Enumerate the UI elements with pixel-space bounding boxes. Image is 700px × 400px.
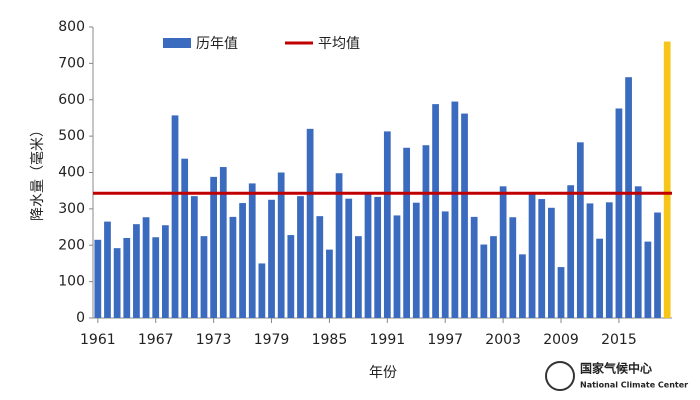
bar xyxy=(142,217,150,318)
legend-swatch xyxy=(163,38,191,48)
y-tick-label: 300 xyxy=(58,201,85,217)
bar xyxy=(567,185,575,318)
x-tick-label: 1967 xyxy=(138,332,174,348)
bar xyxy=(480,244,488,318)
bar xyxy=(239,203,246,318)
bar xyxy=(161,225,169,318)
bar xyxy=(133,224,140,318)
bar xyxy=(345,198,353,318)
bar xyxy=(123,237,131,318)
bar xyxy=(393,215,401,318)
bar xyxy=(268,199,275,318)
bar xyxy=(190,196,198,318)
bar xyxy=(287,235,295,318)
bar xyxy=(113,248,121,318)
bar xyxy=(451,101,459,318)
bar xyxy=(470,216,478,318)
bar xyxy=(326,249,333,318)
x-tick-label: 1991 xyxy=(370,332,406,348)
bar xyxy=(219,167,227,318)
bar xyxy=(441,211,449,318)
bar xyxy=(412,202,420,318)
bar xyxy=(316,216,324,318)
bar xyxy=(306,128,314,318)
y-tick-label: 700 xyxy=(58,55,85,71)
bar xyxy=(538,199,546,318)
bar xyxy=(663,41,671,319)
y-tick-label: 600 xyxy=(58,92,85,108)
y-axis-title: 降水量（毫米） xyxy=(29,123,46,221)
bar xyxy=(596,238,604,318)
bar xyxy=(557,267,565,318)
legend-label: 平均值 xyxy=(318,36,360,52)
bar xyxy=(654,212,661,318)
bar xyxy=(383,131,391,318)
x-tick-label: 1961 xyxy=(80,332,116,348)
logo-en: National Climate Center xyxy=(580,381,688,390)
bar xyxy=(586,203,594,318)
bar xyxy=(181,158,189,318)
bar xyxy=(364,194,372,318)
bar xyxy=(229,216,237,318)
bar xyxy=(171,115,179,318)
bar xyxy=(605,202,613,318)
bar xyxy=(248,183,256,318)
x-tick-label: 2009 xyxy=(543,332,579,348)
bar xyxy=(432,104,439,319)
bar xyxy=(625,77,632,318)
bar xyxy=(152,237,160,318)
bar xyxy=(519,254,526,318)
y-tick-label: 500 xyxy=(58,128,85,144)
bar xyxy=(615,108,623,318)
bar xyxy=(509,217,517,318)
bar xyxy=(297,196,304,318)
bar xyxy=(461,113,468,318)
bar xyxy=(277,172,285,318)
bar xyxy=(403,147,411,318)
y-tick-label: 800 xyxy=(58,19,85,35)
x-axis-title: 年份 xyxy=(369,365,397,381)
logo-cn: 国家气候中心 xyxy=(580,361,652,376)
y-tick-label: 200 xyxy=(58,237,85,253)
x-tick-label: 1973 xyxy=(196,332,232,348)
bar xyxy=(354,236,362,318)
logo-icon xyxy=(545,361,575,391)
bar xyxy=(490,236,497,318)
bar xyxy=(576,142,584,318)
legend-label: 历年值 xyxy=(196,36,238,52)
y-tick-label: 400 xyxy=(58,165,85,181)
y-tick-label: 100 xyxy=(58,274,85,290)
bar xyxy=(335,173,343,318)
x-tick-label: 1985 xyxy=(312,332,348,348)
bar xyxy=(547,207,555,318)
bar xyxy=(374,196,382,318)
x-tick-label: 1997 xyxy=(427,332,463,348)
x-tick-label: 2003 xyxy=(485,332,521,348)
x-tick-label: 2015 xyxy=(601,332,637,348)
bar xyxy=(200,236,208,318)
bar xyxy=(644,241,652,318)
bar xyxy=(258,263,266,318)
bar xyxy=(104,221,111,318)
bar xyxy=(528,194,536,318)
y-tick-label: 0 xyxy=(76,310,85,326)
bar xyxy=(94,239,102,318)
bar xyxy=(499,186,507,318)
bar xyxy=(422,145,430,318)
bar xyxy=(634,186,642,318)
bar xyxy=(210,176,218,318)
x-tick-label: 1979 xyxy=(254,332,290,348)
